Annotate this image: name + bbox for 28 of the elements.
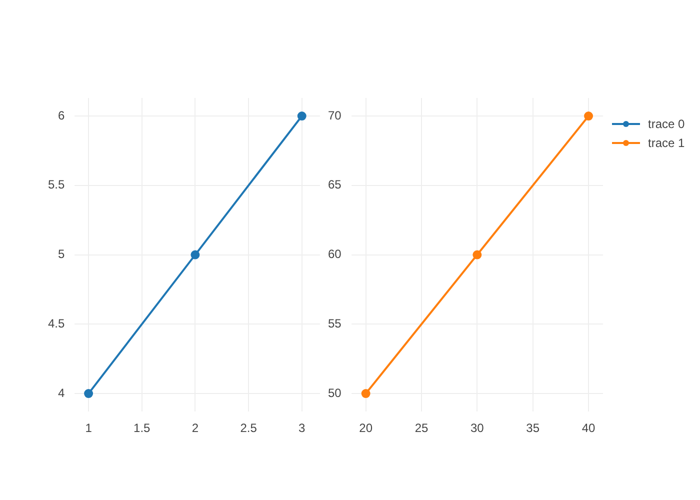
point bbox=[472, 250, 482, 260]
y-tick-label: 55 bbox=[328, 316, 342, 330]
y-tick-label: 5.5 bbox=[48, 178, 65, 192]
y-tick-label: 4 bbox=[58, 386, 65, 400]
y-tick-label: 4.5 bbox=[48, 316, 65, 330]
y-tick-label: 50 bbox=[328, 386, 342, 400]
x-tick-label: 2 bbox=[192, 421, 199, 436]
y-tick-label: 70 bbox=[328, 108, 342, 122]
y-tick-label: 60 bbox=[328, 247, 342, 262]
x-tick-label: 1 bbox=[85, 421, 92, 436]
x-tick-label: 3 bbox=[298, 421, 306, 436]
x-tick-label: 2.5 bbox=[240, 421, 258, 436]
y-tick-label: 65 bbox=[328, 178, 342, 192]
legend-label: trace 1 bbox=[648, 136, 685, 150]
y-tick-label: 5 bbox=[58, 247, 65, 262]
y-tick-label: 6 bbox=[58, 108, 65, 122]
x-tick-label: 20 bbox=[359, 421, 373, 436]
point bbox=[584, 112, 594, 121]
point bbox=[297, 112, 306, 121]
x-tick-label: 35 bbox=[526, 421, 540, 436]
x-tick-label: 40 bbox=[582, 421, 596, 436]
x-tick-label: 30 bbox=[470, 421, 484, 436]
x-tick-label: 1.5 bbox=[134, 421, 151, 436]
x-tick-label: 25 bbox=[414, 421, 428, 436]
point bbox=[361, 389, 370, 398]
point bbox=[84, 389, 94, 398]
legend-label: trace 0 bbox=[648, 116, 685, 130]
point bbox=[190, 250, 200, 260]
